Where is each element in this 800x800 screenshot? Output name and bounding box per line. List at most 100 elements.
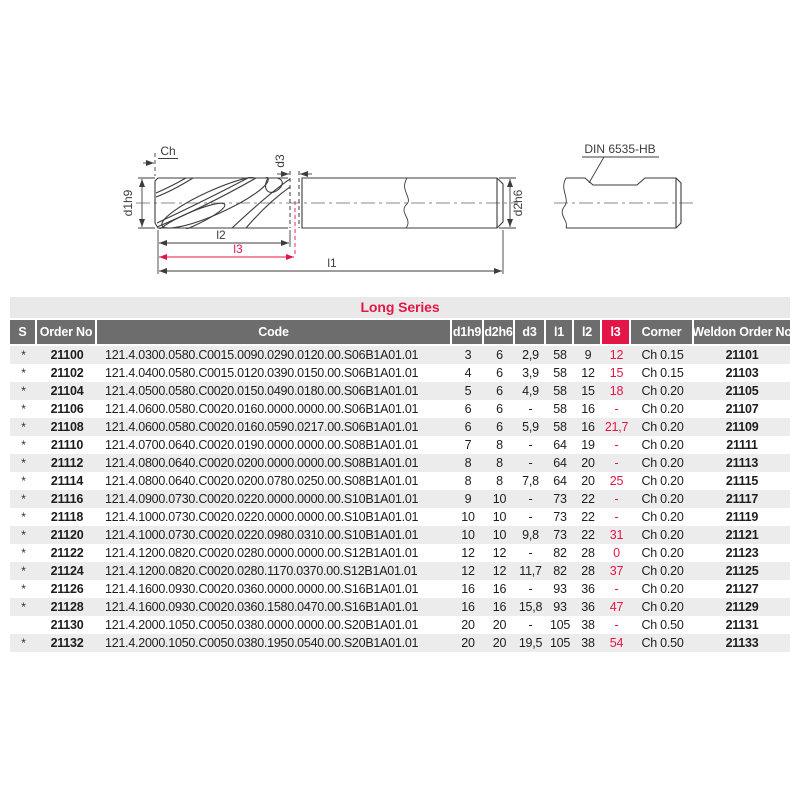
cell-weldon-order-no: 21105	[725, 384, 759, 398]
cell-corner: Ch 0.20	[641, 456, 684, 470]
cell-corner: Ch 0.20	[641, 492, 684, 506]
col-header-d2h6: d2h6	[484, 320, 515, 344]
table-body: * 21100 121.4.0300.0580.C0015.0090.0290.01…	[10, 346, 790, 652]
cell-stock-indicator: *	[21, 636, 26, 650]
cell-d3: 7,8	[522, 474, 539, 488]
cell-code: 121.4.1200.0820.C0020.0280.1170.0370.00.…	[105, 564, 418, 578]
cell-weldon-order-no: 21121	[725, 528, 759, 542]
cell-l3: 47	[609, 600, 624, 614]
table-row: * 21124 121.4.1200.0820.C0020.0280.1170.03…	[10, 562, 790, 580]
cell-stock-indicator: *	[21, 510, 26, 524]
cell-d3: 3,9	[522, 366, 539, 380]
cell-order-no: 21114	[50, 474, 84, 488]
col-header-d1h9: d1h9	[452, 320, 484, 344]
cell-d1h9: 3	[464, 348, 472, 362]
cell-corner: Ch 0.15	[641, 366, 684, 380]
cell-order-no: 21128	[50, 600, 84, 614]
cell-l3: -	[614, 510, 619, 524]
cell-l2: 28	[581, 564, 595, 578]
cell-stock-indicator: *	[21, 456, 26, 470]
cell-l3: 12	[609, 348, 624, 362]
technical-drawing: d1h9 Ch d3 d2h6 l2	[120, 133, 800, 293]
table-row: * 21132 121.4.2000.1050.C0050.0380.1950.05…	[10, 634, 790, 652]
cell-weldon-order-no: 21129	[725, 600, 759, 614]
cell-d2h6: 10	[492, 528, 507, 542]
cell-l2: 20	[581, 474, 595, 488]
product-table: Long Series S Order No Code d1h9 d2h6 d3…	[10, 297, 792, 652]
cell-l1: 82	[553, 564, 567, 578]
cell-l2: 22	[581, 528, 595, 542]
cell-d3: -	[528, 438, 533, 452]
cell-l1: 64	[553, 438, 567, 452]
cell-l1: 73	[553, 492, 567, 506]
dim-d1h9: d1h9	[121, 177, 155, 229]
cell-corner: Ch 0.20	[641, 582, 684, 596]
cell-l3: -	[614, 582, 619, 596]
cell-corner: Ch 0.20	[641, 510, 684, 524]
cell-d1h9: 10	[461, 510, 475, 524]
cell-weldon-order-no: 21125	[725, 564, 759, 578]
cell-d3: -	[528, 402, 533, 416]
cell-code: 121.4.0600.0580.C0020.0160.0000.0000.00.…	[105, 402, 419, 416]
cell-d3: -	[528, 510, 533, 524]
cell-d2h6: 12	[492, 546, 507, 560]
cell-stock-indicator: *	[21, 348, 26, 362]
break-line-weldon	[561, 177, 567, 229]
cell-d2h6: 10	[492, 510, 507, 524]
cell-order-no: 21118	[50, 510, 84, 524]
col-header-l1: l1	[546, 320, 574, 344]
cell-corner: Ch 0.20	[641, 546, 684, 560]
end-mill-drawing: d1h9 Ch d3 d2h6 l2	[121, 142, 696, 274]
cell-d2h6: 8	[496, 438, 503, 452]
cell-l3: 31	[609, 528, 624, 542]
cell-stock-indicator: *	[21, 420, 26, 434]
cell-d3: 19,5	[518, 636, 543, 650]
cell-l1: 82	[553, 546, 567, 560]
cell-l1: 93	[553, 582, 567, 596]
cell-d1h9: 20	[461, 636, 475, 650]
cell-d3: -	[528, 456, 533, 470]
cell-code: 121.4.1000.0730.C0020.0220.0000.0000.00.…	[105, 510, 419, 524]
cell-l3: 54	[609, 636, 624, 650]
shank-section	[301, 177, 504, 229]
cell-d2h6: 6	[496, 384, 503, 398]
cell-code: 121.4.1000.0730.C0020.0220.0980.0310.00.…	[105, 528, 419, 542]
table-row: * 21110 121.4.0700.0640.C0020.0190.0000.00…	[10, 436, 790, 454]
weldon-shank-drawing: DIN 6535-HB	[554, 142, 696, 229]
cell-d2h6: 6	[496, 366, 503, 380]
cell-weldon-order-no: 21103	[725, 366, 759, 380]
cell-stock-indicator: *	[21, 366, 26, 380]
dim-l3: l3	[159, 201, 296, 260]
dim-ch: Ch	[143, 144, 178, 176]
label-d1h9: d1h9	[121, 189, 135, 216]
cell-l2: 20	[581, 456, 595, 470]
cell-code: 121.4.2000.1050.C0050.0380.0000.0000.00.…	[105, 618, 419, 632]
cell-d1h9: 16	[461, 600, 475, 614]
cell-d2h6: 8	[496, 456, 503, 470]
col-header-code: Code	[97, 320, 452, 344]
table-header-row: S Order No Code d1h9 d2h6 d3 l1 l2 l3 Co…	[10, 320, 792, 344]
dim-d2h6: d2h6	[499, 177, 525, 229]
cell-weldon-order-no: 21131	[725, 618, 759, 632]
leader-line	[588, 156, 605, 184]
cell-d3: -	[528, 492, 533, 506]
label-d2h6: d2h6	[511, 189, 525, 216]
cell-d2h6: 20	[492, 636, 507, 650]
col-header-d3: d3	[515, 320, 546, 344]
dim-l2: l2	[157, 228, 291, 274]
cell-corner: Ch 0.50	[641, 636, 684, 650]
dim-d3: d3	[273, 154, 312, 177]
table-row: * 21118 121.4.1000.0730.C0020.0220.0000.00…	[10, 508, 790, 526]
table-row: * 21120 121.4.1000.0730.C0020.0220.0980.03…	[10, 526, 790, 544]
cell-d3: 9,8	[522, 528, 539, 542]
cell-d2h6: 6	[496, 420, 503, 434]
cell-l2: 36	[581, 582, 595, 596]
cell-l2: 9	[584, 348, 592, 362]
table-row: * 21122 121.4.1200.0820.C0020.0280.0000.00…	[10, 544, 790, 562]
cell-stock-indicator: *	[21, 492, 26, 506]
cell-l2: 36	[581, 600, 595, 614]
cell-order-no: 21126	[50, 582, 84, 596]
cell-d1h9: 7	[464, 438, 472, 452]
col-header-order-no: Order No	[37, 320, 97, 344]
cell-weldon-order-no: 21127	[725, 582, 759, 596]
